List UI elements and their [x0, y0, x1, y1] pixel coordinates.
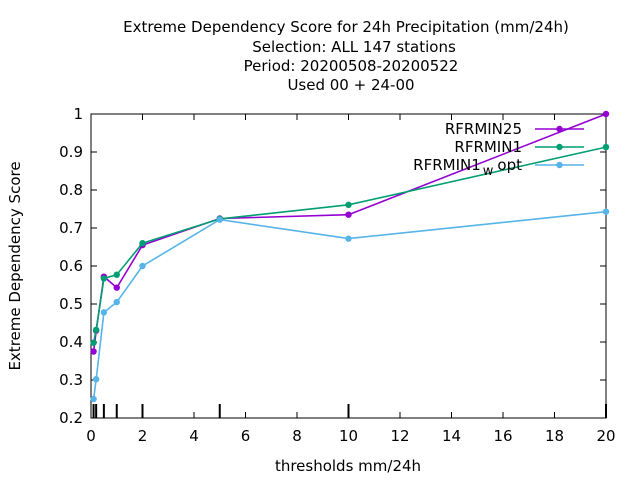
- data-point: [602, 143, 610, 151]
- legend-entry: RFRMIN25: [445, 120, 584, 138]
- threshold-marks: [92, 404, 607, 418]
- x-tick-label: 4: [189, 427, 199, 445]
- chart-title-line-2: Selection: ALL 147 stations: [252, 38, 456, 56]
- data-point: [100, 275, 108, 282]
- data-point: [90, 395, 97, 403]
- data-point: [216, 216, 223, 223]
- x-tick-label: 20: [596, 427, 615, 445]
- y-tick-label: 0.7: [59, 219, 83, 237]
- series-line: [92, 146, 607, 343]
- legend-entry: RFRMIN1 w opt: [413, 156, 584, 179]
- series-lines: [90, 110, 610, 403]
- y-tick-label: 1: [73, 105, 83, 123]
- series-line: [92, 113, 607, 352]
- y-tick-label: 0.5: [59, 295, 83, 313]
- y-tick-label: 0.2: [59, 409, 83, 427]
- y-tick-label: 0.8: [59, 181, 83, 199]
- data-point: [113, 284, 120, 291]
- y-tick-label: 0.4: [59, 333, 83, 351]
- data-point: [345, 201, 352, 209]
- data-point: [345, 235, 352, 242]
- legend-entry: RFRMIN1: [454, 138, 584, 156]
- series-rfrmin1: [90, 143, 610, 346]
- data-point: [113, 298, 120, 306]
- legend-label: RFRMIN25: [445, 120, 522, 138]
- legend-swatch-point: [556, 125, 563, 133]
- y-tick-label: 0.9: [59, 143, 83, 161]
- data-point: [90, 339, 97, 346]
- data-point: [100, 309, 108, 316]
- data-point: [90, 348, 97, 355]
- x-ticks: 0 2 4 6 8 10 12 14 16 18 20: [86, 114, 616, 445]
- data-point: [602, 110, 610, 118]
- series-line: [92, 210, 607, 400]
- chart-title-block: Extreme Dependency Score for 24h Precipi…: [123, 18, 569, 94]
- data-point: [92, 326, 100, 334]
- legend-swatch-point: [556, 143, 563, 151]
- x-tick-label: 18: [545, 427, 564, 445]
- y-tick-label: 0.3: [59, 371, 83, 389]
- y-axis-label: Extreme Dependency Score: [6, 161, 24, 370]
- data-point: [139, 240, 146, 247]
- legend-swatch-point: [556, 161, 563, 169]
- x-tick-label: 6: [241, 427, 251, 445]
- series-rfrmin25: [90, 110, 610, 355]
- data-point: [113, 271, 120, 278]
- chart-title-line-1: Extreme Dependency Score for 24h Precipi…: [123, 18, 569, 36]
- y-tick-label: 0.6: [59, 257, 83, 275]
- data-point: [139, 262, 146, 270]
- legend-label: RFRMIN1: [454, 138, 522, 156]
- data-point: [602, 208, 610, 215]
- x-tick-label: 16: [493, 427, 512, 445]
- x-tick-label: 12: [390, 427, 409, 445]
- legend-label: RFRMIN1 w opt: [413, 156, 522, 179]
- x-tick-label: 2: [138, 427, 148, 445]
- data-point: [345, 211, 352, 218]
- x-tick-label: 8: [292, 427, 302, 445]
- x-tick-label: 0: [86, 427, 96, 445]
- x-axis-label: thresholds mm/24h: [275, 457, 421, 475]
- series-rfrmin1_w_opt: [90, 208, 610, 403]
- x-tick-label: 14: [442, 427, 461, 445]
- chart-title-line-4: Used 00 + 24-00: [287, 76, 414, 94]
- plot-border: [90, 113, 607, 419]
- x-tick-label: 10: [339, 427, 358, 445]
- chart-title-line-3: Period: 20200508-20200522: [244, 57, 459, 75]
- data-point: [92, 376, 100, 383]
